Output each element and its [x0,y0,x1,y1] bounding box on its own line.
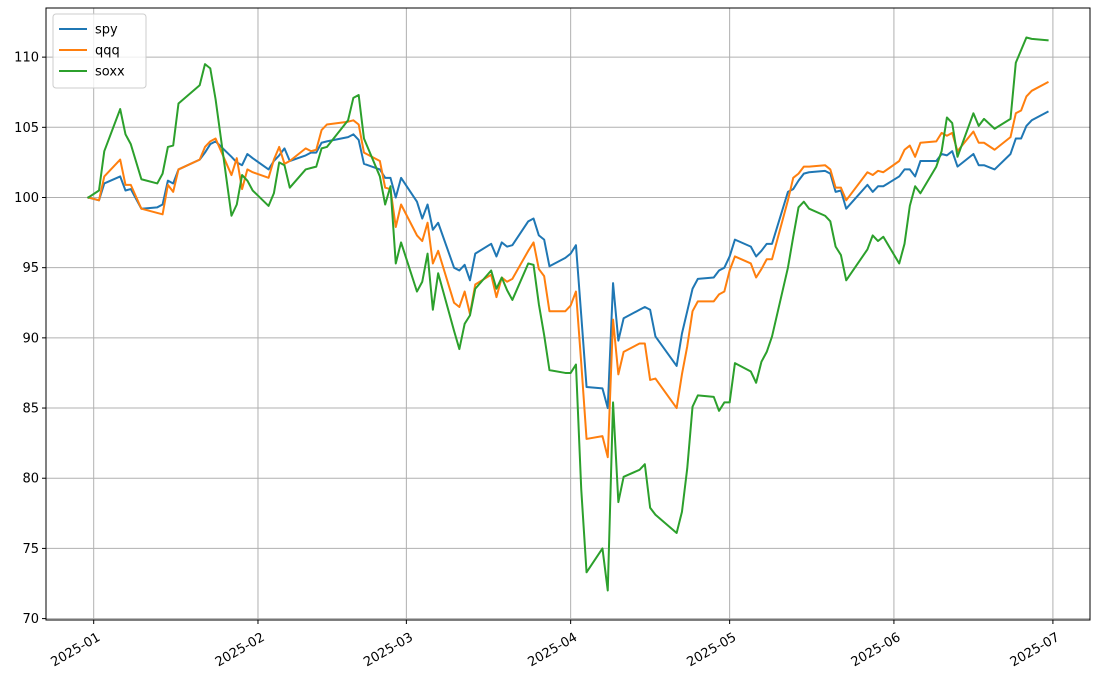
series-layer [87,36,1049,592]
y-tick-label: 90 [22,331,39,346]
series-line-spy [87,110,1049,410]
y-axis: 70 75 80 85 90 95 100 105 110 [14,51,46,627]
legend: spy qqq soxx [52,13,147,89]
legend-label-qqq: qqq [95,44,120,59]
legend-label-soxx: soxx [95,65,125,80]
legend-box [52,13,147,89]
y-tick-label: 105 [14,121,39,136]
y-tick-label: 85 [22,402,39,417]
legend-label-spy: spy [95,23,118,38]
y-tick-label: 110 [14,51,39,66]
series-line-soxx [87,36,1049,592]
y-tick-label: 70 [22,612,39,627]
plot-area-frame [45,7,1091,621]
y-tick-label: 80 [22,472,39,487]
y-tick-label: 75 [22,542,39,557]
y-tick-label: 95 [22,261,39,276]
grid-lines [46,8,1090,620]
series-line-qqq [87,81,1049,459]
y-tick-label: 100 [14,191,39,206]
